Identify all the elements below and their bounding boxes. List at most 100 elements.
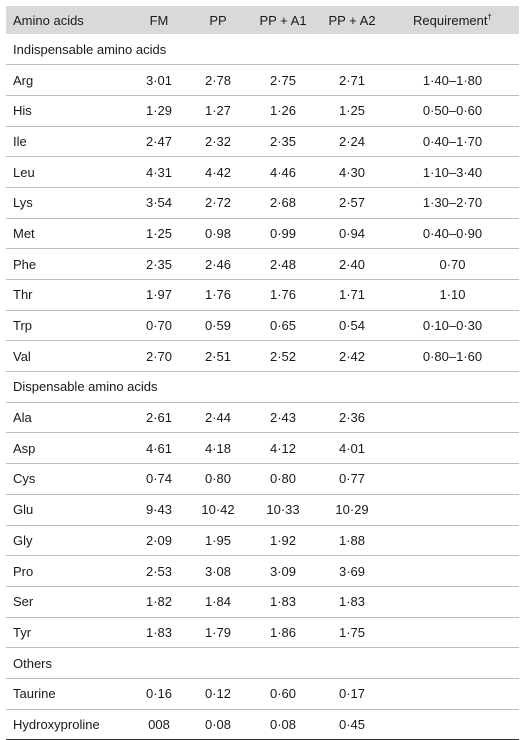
amino-acid-name: Val (13, 348, 31, 364)
value-cell: 1·40–1·80 (422, 72, 483, 88)
value-cell: 10·29 (335, 502, 369, 518)
table-row: Ser 1·82 1·84 1·83 1·83 (6, 586, 519, 618)
value-cell: 4·61 (145, 440, 173, 456)
dagger-footnote-mark: † (487, 12, 492, 22)
value-cell (386, 709, 519, 740)
value-cell: 1·71 (338, 287, 366, 303)
value-cell: 4·46 (269, 164, 297, 180)
header-row: Amino acids FM PP PP + A1 PP + A2 Requir… (6, 6, 519, 34)
value-cell: 0·80–1·60 (422, 348, 483, 364)
value-cell: 1·83 (269, 594, 297, 610)
header-requirement: Requirement† (386, 6, 519, 34)
value-cell: 1·27 (204, 103, 232, 119)
amino-acid-table-container: Amino acids FM PP PP + A1 PP + A2 Requir… (6, 6, 519, 740)
amino-acid-name: Phe (13, 256, 37, 272)
table-row: Arg 3·01 2·78 2·75 2·71 1·40–1·80 (6, 65, 519, 96)
value-cell: 10·33 (266, 502, 300, 518)
value-cell: 2·75 (269, 72, 297, 88)
value-cell (386, 617, 519, 648)
table-row: Glu 9·43 10·42 10·33 10·29 (6, 494, 519, 525)
section-title: Dispensable amino acids (13, 379, 158, 395)
table-row: Pro 2·53 3·08 3·09 3·69 (6, 556, 519, 587)
table-row: Asp 4·61 4·18 4·12 4·01 (6, 433, 519, 464)
value-cell: 0·45 (338, 716, 366, 732)
amino-acid-name: Hydroxyproline (13, 716, 100, 732)
value-cell: 3·09 (269, 563, 297, 579)
value-cell: 2·40 (338, 256, 366, 272)
value-cell: 2·46 (204, 256, 232, 272)
value-cell: 2·09 (145, 532, 173, 548)
header-pp: PP (209, 12, 227, 28)
value-cell (386, 525, 519, 556)
value-cell: 1·92 (269, 532, 297, 548)
table-row: Tyr 1·83 1·79 1·86 1·75 (6, 617, 519, 648)
value-cell: 0·10–0·30 (422, 318, 483, 334)
value-cell: 0·94 (338, 225, 366, 241)
value-cell: 1·84 (204, 594, 232, 610)
amino-acid-name: Taurine (13, 686, 56, 702)
value-cell: 2·47 (145, 133, 173, 149)
value-cell: 0·80 (204, 471, 232, 487)
value-cell: 4·42 (204, 164, 232, 180)
value-cell: 2·24 (338, 133, 366, 149)
header-fm: FM (149, 12, 169, 28)
table-row: Gly 2·09 1·95 1·92 1·88 (6, 525, 519, 556)
value-cell: 2·44 (204, 410, 232, 426)
value-cell: 9·43 (145, 502, 173, 518)
value-cell: 1·25 (338, 103, 366, 119)
value-cell: 2·68 (269, 195, 297, 211)
value-cell: 3·08 (204, 563, 232, 579)
value-cell: 0·17 (338, 686, 366, 702)
amino-acid-name: Ile (13, 133, 27, 149)
value-cell: 1·10–3·40 (422, 164, 483, 180)
amino-acid-name: Gly (13, 532, 33, 548)
value-cell: 1·83 (145, 624, 173, 640)
value-cell: 4·01 (338, 440, 366, 456)
table-header: Amino acids FM PP PP + A1 PP + A2 Requir… (6, 6, 519, 34)
value-cell: 1·25 (145, 225, 173, 241)
amino-acid-name: Cys (13, 471, 36, 487)
value-cell: 2·32 (204, 133, 232, 149)
amino-acid-name: His (13, 103, 32, 119)
value-cell: 0·98 (204, 225, 232, 241)
value-cell (386, 678, 519, 709)
value-cell: 2·72 (204, 195, 232, 211)
value-cell: 2·70 (145, 348, 173, 364)
value-cell: 1·30–2·70 (422, 195, 483, 211)
value-cell: 0·74 (145, 471, 173, 487)
value-cell: 2·61 (145, 410, 173, 426)
value-cell: 1·95 (204, 532, 232, 548)
table-row: Ile 2·47 2·32 2·35 2·24 0·40–1·70 (6, 126, 519, 157)
table-row: Lys 3·54 2·72 2·68 2·57 1·30–2·70 (6, 187, 519, 219)
table-row: Cys 0·74 0·80 0·80 0·77 (6, 464, 519, 495)
value-cell: 2·43 (269, 410, 297, 426)
value-cell: 0·99 (269, 225, 297, 241)
value-cell: 1·75 (338, 624, 366, 640)
table-row: Phe 2·35 2·46 2·48 2·40 0·70 (6, 249, 519, 280)
value-cell: 0·77 (338, 471, 366, 487)
value-cell (386, 556, 519, 587)
table-row: Ala 2·61 2·44 2·43 2·36 (6, 402, 519, 433)
section-title: Others (13, 655, 53, 671)
value-cell: 2·52 (269, 348, 297, 364)
value-cell: 2·53 (145, 563, 173, 579)
value-cell: 3·54 (145, 195, 173, 211)
value-cell: 1·83 (338, 594, 366, 610)
value-cell: 0·70 (439, 256, 466, 272)
table-row: His 1·29 1·27 1·26 1·25 0·50–0·60 (6, 95, 519, 127)
table-row: Hydroxyproline 008 0·08 0·08 0·45 (6, 709, 519, 740)
value-cell: 0·40–0·90 (422, 225, 483, 241)
value-cell: 4·18 (204, 440, 232, 456)
value-cell (386, 464, 519, 495)
table-row: Trp 0·70 0·59 0·65 0·54 0·10–0·30 (6, 310, 519, 341)
amino-acid-name: Lys (13, 195, 33, 211)
amino-acid-table: Amino acids FM PP PP + A1 PP + A2 Requir… (6, 6, 519, 740)
value-cell (386, 433, 519, 464)
header-pp-a2: PP + A2 (328, 12, 376, 28)
value-cell: 2·57 (338, 195, 366, 211)
value-cell: 0·54 (338, 318, 366, 334)
table-row: Val 2·70 2·51 2·52 2·42 0·80–1·60 (6, 341, 519, 372)
value-cell: 2·35 (269, 133, 297, 149)
value-cell: 0·12 (204, 686, 232, 702)
value-cell: 0·08 (204, 716, 232, 732)
